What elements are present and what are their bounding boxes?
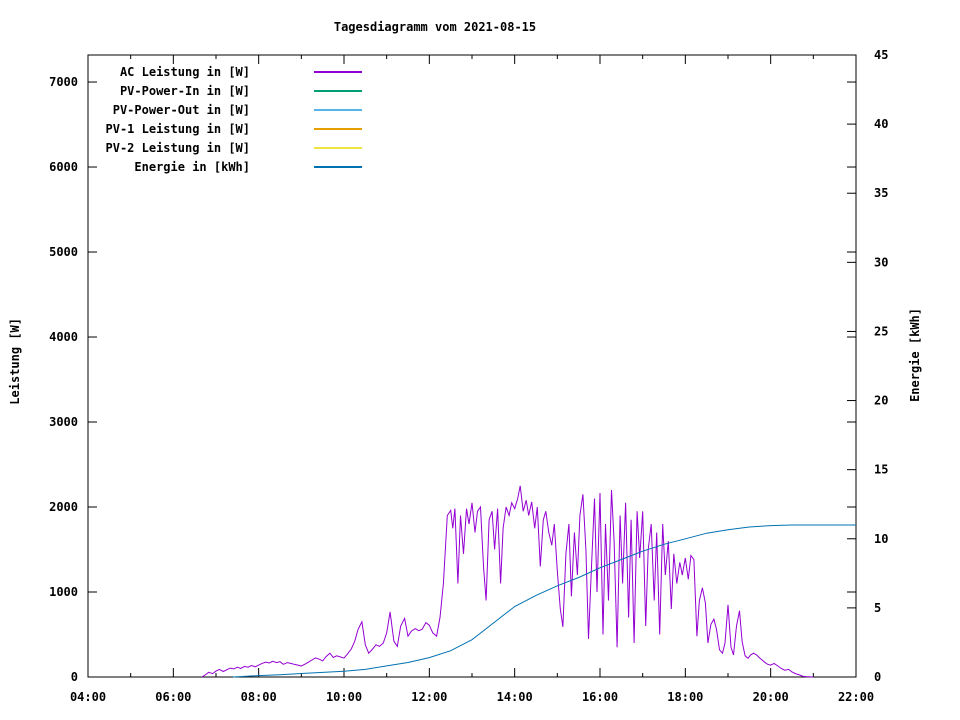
y-tick-label: 6000 [49,160,78,174]
y-tick-label: 7000 [49,75,78,89]
legend-line-sample [314,70,362,73]
x-tick-label: 16:00 [582,690,618,704]
x-tick-label: 18:00 [667,690,703,704]
y2-tick-label: 30 [874,255,888,269]
legend-item-pv-power-out: PV-Power-Out in [W] [0,100,362,119]
y-tick-label: 1000 [49,585,78,599]
y-tick-label: 2000 [49,500,78,514]
x-tick-label: 10:00 [326,690,362,704]
y2-tick-label: 25 [874,324,888,338]
y-tick-label: 0 [71,670,78,684]
y-tick-label: 4000 [49,330,78,344]
y2-axis-label: Energie [kWh] [908,308,922,402]
legend-label: Energie in [kWh] [134,159,250,174]
x-tick-label: 14:00 [497,690,533,704]
chart-title: Tagesdiagramm vom 2021-08-15 [333,20,537,34]
legend-item-energie: Energie in [kWh] [0,157,362,176]
series-line-energie [233,524,856,678]
legend-line-sample [314,89,362,92]
legend-label: PV-Power-Out in [W] [112,102,250,117]
legend-line-sample [314,146,362,149]
legend-item-ac-leistung: AC Leistung in [W] [0,62,362,81]
legend-line-sample [314,127,362,130]
y-tick-label: 5000 [49,245,78,259]
x-tick-label: 08:00 [241,690,277,704]
legend-item-pv1-leistung: PV-1 Leistung in [W] [0,119,362,138]
legend: AC Leistung in [W] PV-Power-In in [W] PV… [0,62,362,176]
y2-tick-label: 35 [874,186,888,200]
series-line-ac-leistung [201,485,814,678]
legend-label: PV-1 Leistung in [W] [105,121,251,136]
y2-tick-label: 0 [874,670,881,684]
x-tick-label: 22:00 [838,690,874,704]
x-tick-label: 20:00 [753,690,789,704]
x-tick-label: 06:00 [155,690,191,704]
legend-line-sample [314,165,362,168]
x-tick-label: 12:00 [411,690,447,704]
y2-tick-label: 5 [874,601,881,615]
legend-label: PV-Power-In in [W] [119,83,250,98]
y2-tick-label: 10 [874,532,888,546]
y2-tick-label: 45 [874,48,888,62]
legend-line-sample [314,108,362,111]
y2-tick-label: 40 [874,117,888,131]
y2-tick-label: 20 [874,394,888,408]
y2-tick-label: 15 [874,463,888,477]
legend-item-pv2-leistung: PV-2 Leistung in [W] [0,138,362,157]
legend-item-pv-power-in: PV-Power-In in [W] [0,81,362,100]
legend-label: PV-2 Leistung in [W] [105,140,251,155]
y-axis-label: Leistung [W] [8,318,22,405]
x-tick-label: 04:00 [70,690,106,704]
y-tick-label: 3000 [49,415,78,429]
legend-label: AC Leistung in [W] [119,64,250,79]
